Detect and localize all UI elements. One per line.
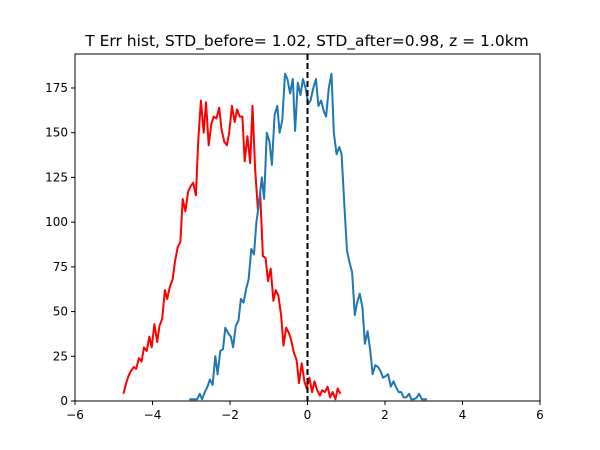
plot-series <box>122 72 427 401</box>
y-tick-label: 25 <box>53 349 68 363</box>
x-tick-label: −4 <box>144 408 162 422</box>
y-axis: 0 25 50 75 100 125 150 175 <box>45 81 75 408</box>
chart-title: T Err hist, STD_before= 1.02, STD_after=… <box>84 32 529 51</box>
x-tick-label: 6 <box>536 408 544 422</box>
y-tick-label: 75 <box>53 260 68 274</box>
series-line-1 <box>122 99 342 401</box>
y-tick-label: 0 <box>60 394 68 408</box>
x-tick-label: 2 <box>381 408 389 422</box>
y-tick-label: 50 <box>53 305 68 319</box>
x-axis: −6 −4 −2 0 2 4 6 <box>66 401 544 422</box>
x-tick-label: −6 <box>66 408 84 422</box>
plot-frame <box>74 53 541 402</box>
y-tick-label: 150 <box>45 126 68 140</box>
x-tick-label: 4 <box>459 408 467 422</box>
y-tick-label: 100 <box>45 215 68 229</box>
x-tick-label: −2 <box>221 408 239 422</box>
x-tick-label: 0 <box>304 408 312 422</box>
y-tick-label: 125 <box>45 170 68 184</box>
y-tick-label: 175 <box>45 81 68 95</box>
